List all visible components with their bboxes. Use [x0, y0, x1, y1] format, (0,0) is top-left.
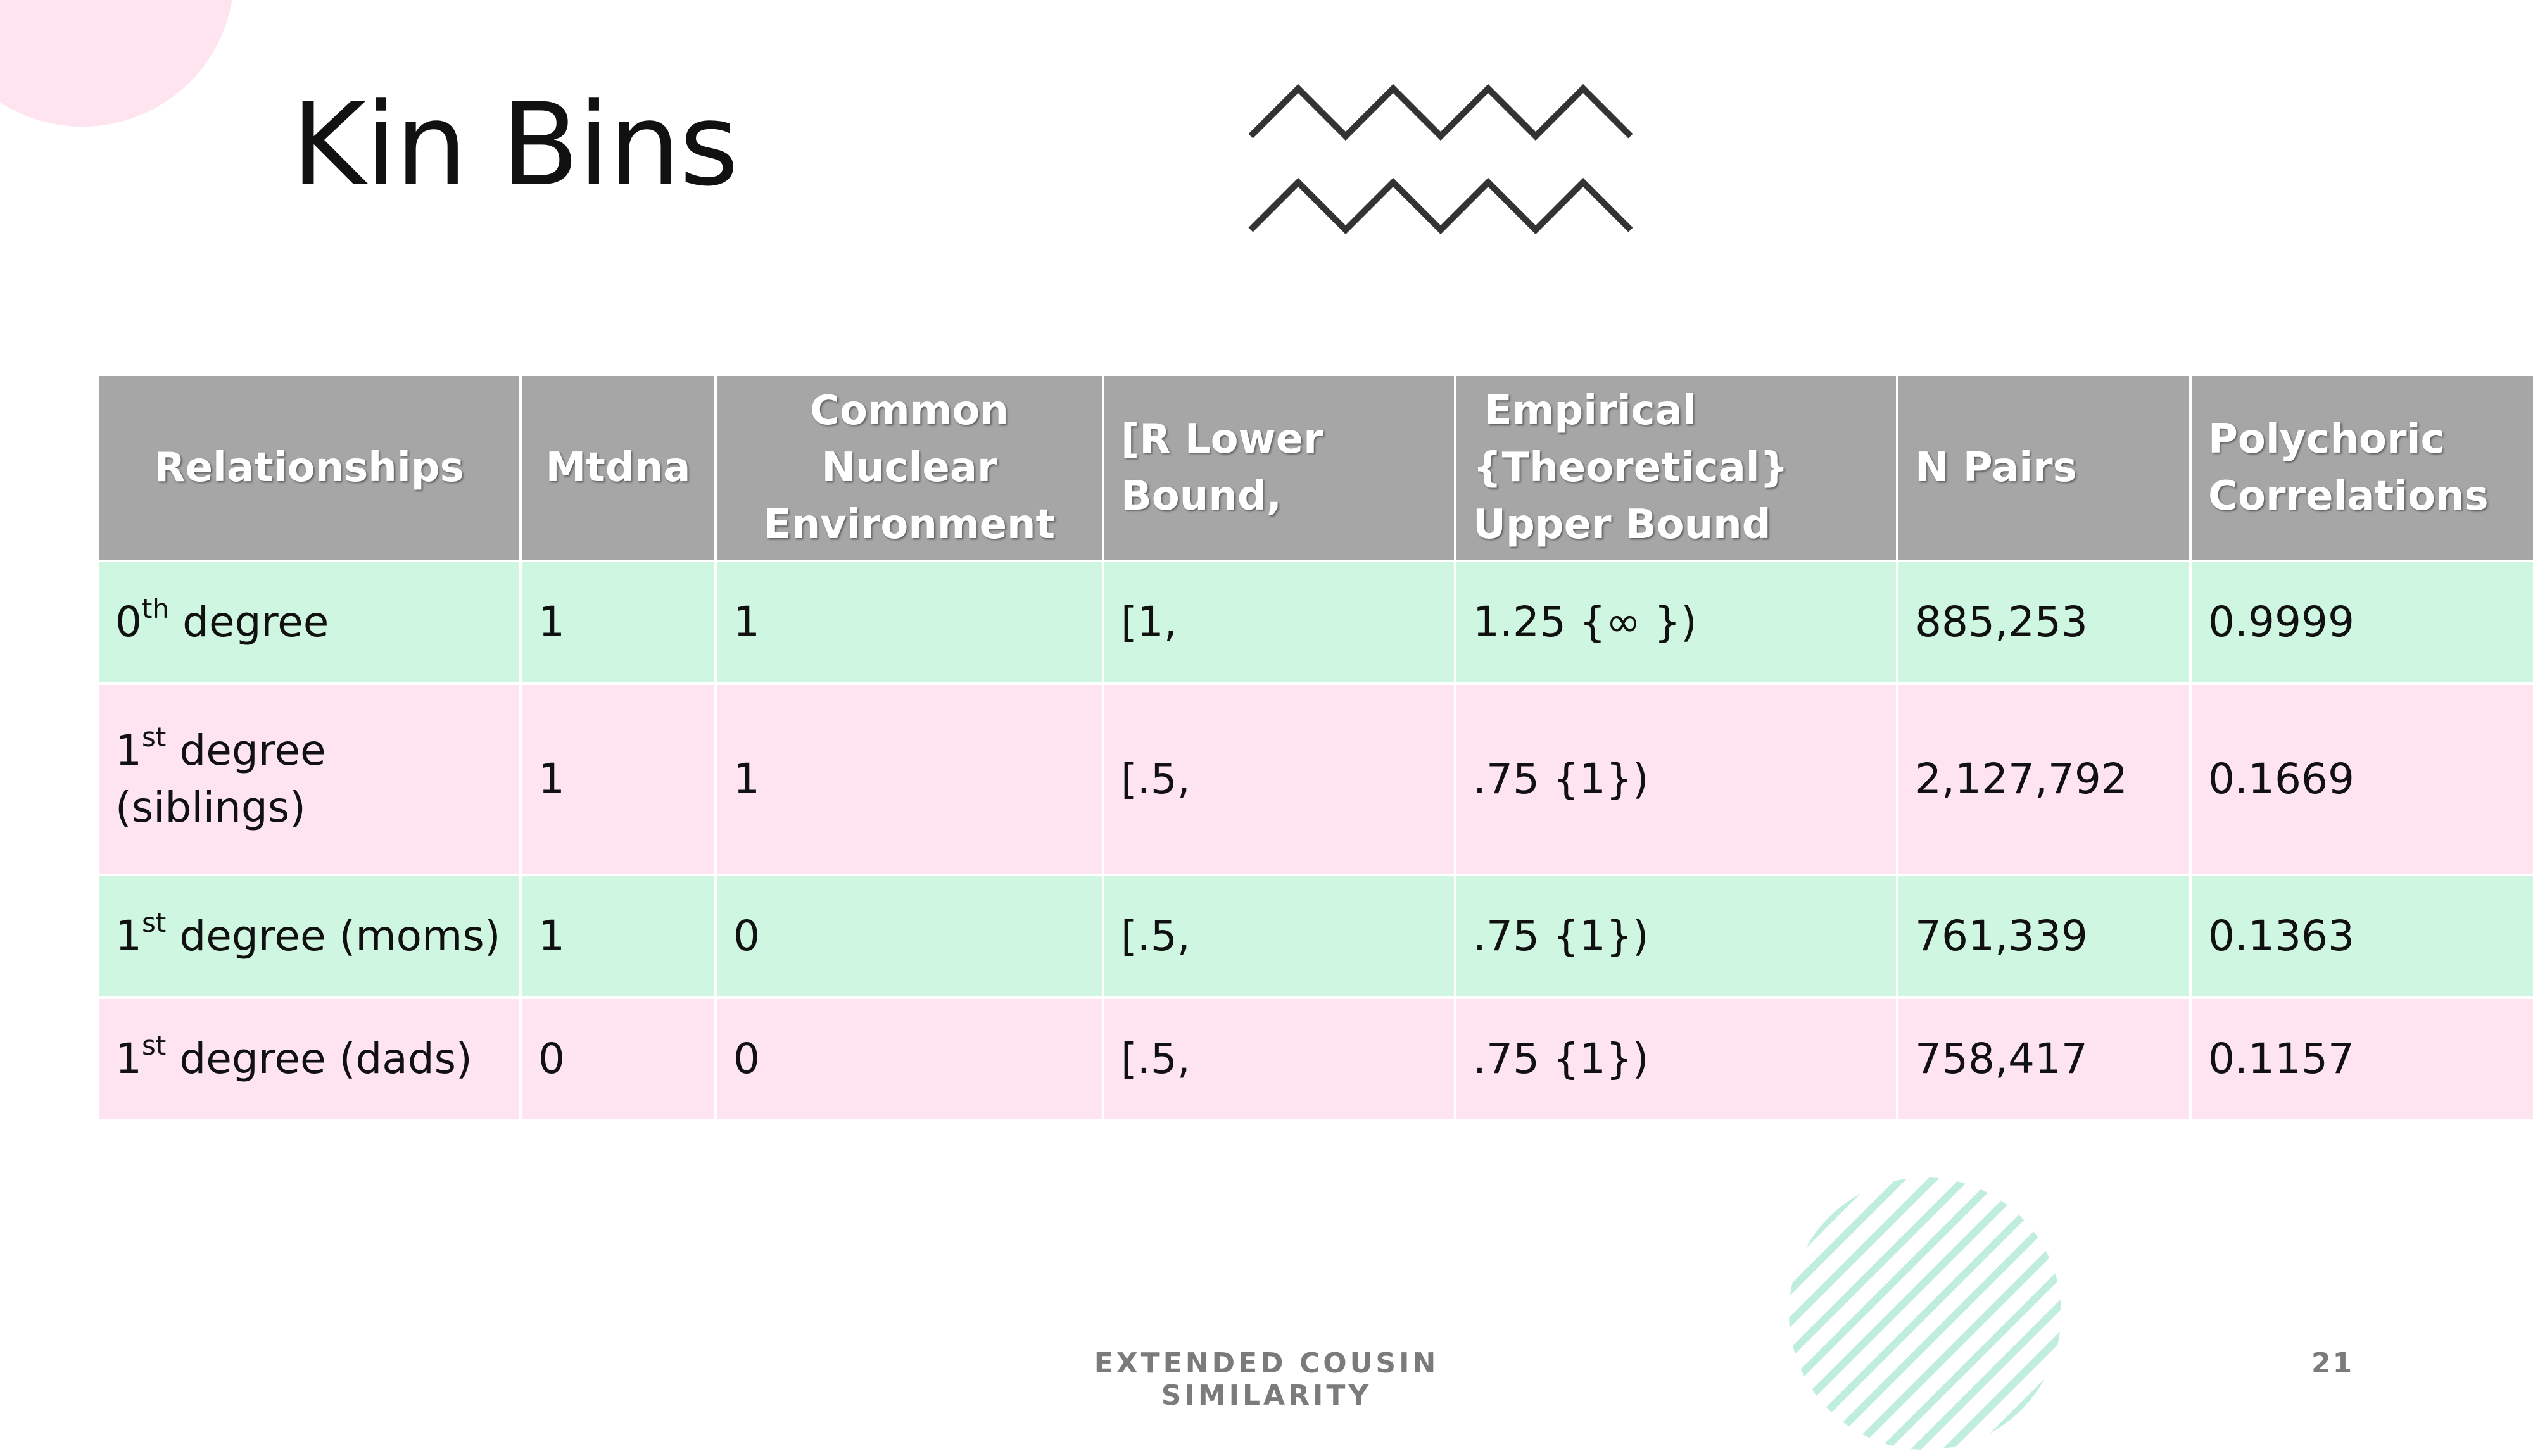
table-row: 0th degree 1 1 [1, 1.25 {∞ }) 885,253 0.…: [96, 560, 2533, 685]
cell-lower-bound: [1,: [1102, 560, 1456, 685]
cell-mtdna: 1: [519, 682, 717, 876]
cell-n-pairs: 885,253: [1896, 560, 2192, 685]
cell-mtdna: 1: [519, 874, 717, 999]
cell-n-pairs: 2,127,792: [1896, 682, 2192, 876]
cell-upper-bound: .75 {1}): [1454, 996, 1898, 1122]
hatched-circle-decoration: [1789, 1177, 2061, 1450]
cell-upper-bound: .75 {1}): [1454, 682, 1898, 876]
cell-n-pairs: 758,417: [1896, 996, 2192, 1122]
decorative-pink-circle: [0, 0, 234, 127]
cell-cne: 1: [714, 682, 1104, 876]
cell-correlation: 0.1669: [2189, 682, 2533, 876]
cell-mtdna: 0: [519, 996, 717, 1122]
zigzag-decoration: [1248, 84, 1633, 235]
cell-n-pairs: 761,339: [1896, 874, 2192, 999]
slide-footer: EXTENDED COUSIN SIMILARITY: [1094, 1347, 1439, 1412]
cell-cne: 0: [714, 874, 1104, 999]
cell-correlation: 0.1363: [2189, 874, 2533, 999]
table-row: 1st degree (siblings) 1 1 [.5, .75 {1}) 2…: [96, 682, 2533, 876]
cell-upper-bound: 1.25 {∞ }): [1454, 560, 1898, 685]
cell-lower-bound: [.5,: [1102, 682, 1456, 876]
cell-correlation: 0.1157: [2189, 996, 2533, 1122]
header-r-lower-bound: [R Lower Bound,: [1102, 373, 1456, 562]
header-n-pairs: N Pairs: [1896, 373, 2192, 562]
header-mtdna: Mtdna: [519, 373, 717, 562]
header-upper-bound: Empirical {Theoretical} Upper Bound: [1454, 373, 1898, 562]
cell-lower-bound: [.5,: [1102, 996, 1456, 1122]
header-relationships: Relationships: [96, 373, 522, 562]
cell-correlation: 0.9999: [2189, 560, 2533, 685]
cell-mtdna: 1: [519, 560, 717, 685]
slide-title: Kin Bins: [291, 79, 739, 211]
header-polychoric-correlations: Polychoric Correlations: [2189, 373, 2533, 562]
table-row: 1st degree (dads) 0 0 [.5, .75 {1}) 758,…: [96, 996, 2533, 1122]
cell-cne: 1: [714, 560, 1104, 685]
cell-upper-bound: .75 {1}): [1454, 874, 1898, 999]
table-header-row: Relationships Mtdna Common Nuclear Environ…: [96, 373, 2533, 562]
cell-relationship: 0th degree: [96, 560, 522, 685]
cell-relationship: 1st degree (siblings): [96, 682, 522, 876]
cell-relationship: 1st degree (moms): [96, 874, 522, 999]
header-common-nuclear-environment: Common Nuclear Environment: [714, 373, 1104, 562]
cell-relationship: 1st degree (dads): [96, 996, 522, 1122]
table-row: 1st degree (moms) 1 0 [.5, .75 {1}) 761,…: [96, 874, 2533, 999]
page-number: 21: [2311, 1347, 2354, 1379]
kin-bins-table: Relationships Mtdna Common Nuclear Environ…: [96, 373, 2533, 1122]
cell-lower-bound: [.5,: [1102, 874, 1456, 999]
cell-cne: 0: [714, 996, 1104, 1122]
